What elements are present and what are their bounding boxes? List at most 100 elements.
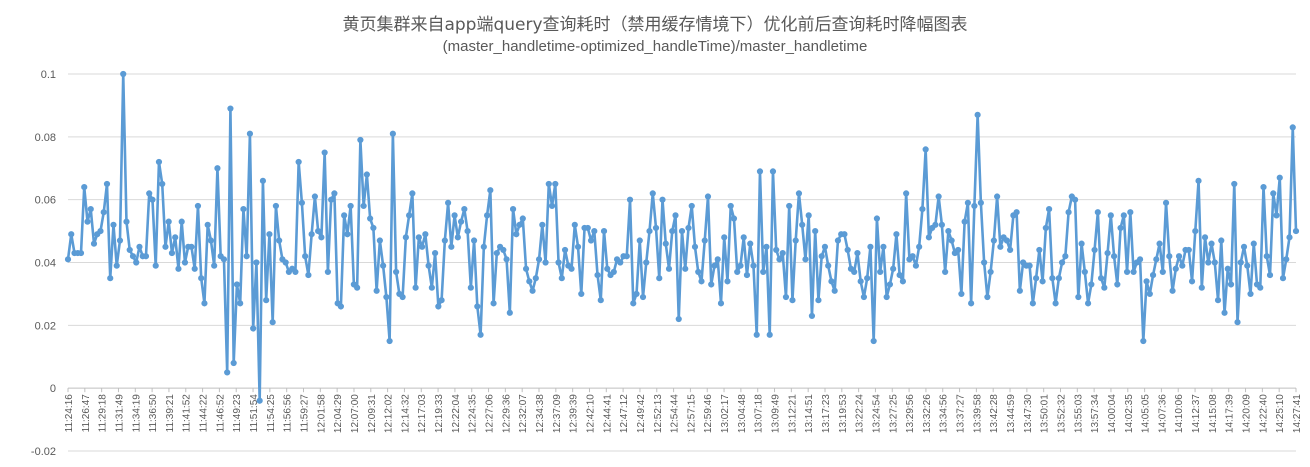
x-tick-label: 11:41:52: [182, 394, 193, 433]
data-point: [295, 158, 302, 166]
data-point: [142, 253, 150, 260]
data-point: [997, 243, 1004, 250]
y-tick-label: 0.04: [35, 258, 56, 270]
x-tick-label: 12:14:32: [400, 394, 411, 433]
data-point: [220, 256, 228, 263]
x-tick-label: 11:39:21: [165, 394, 176, 433]
data-point: [724, 278, 731, 285]
data-point: [867, 243, 874, 250]
data-point: [77, 249, 85, 257]
data-point: [532, 275, 539, 282]
x-tick-label: 12:57:15: [686, 394, 697, 433]
data-point: [714, 256, 721, 263]
data-point: [626, 196, 634, 203]
data-point: [292, 268, 299, 276]
data-point: [688, 202, 695, 210]
data-point: [194, 202, 202, 210]
data-point: [776, 256, 783, 263]
data-point: [1250, 240, 1257, 247]
data-point: [464, 227, 471, 235]
x-tick-label: 11:51:54: [249, 394, 260, 433]
x-tick-label: 12:52:13: [653, 394, 664, 433]
data-point: [1153, 256, 1160, 263]
data-point: [594, 271, 601, 279]
data-point: [870, 337, 877, 345]
data-point: [159, 180, 166, 188]
data-point: [1003, 237, 1010, 244]
data-point: [766, 331, 773, 338]
data-point: [409, 190, 416, 197]
data-point: [552, 180, 559, 188]
data-point: [188, 243, 195, 250]
data-point: [685, 224, 692, 232]
data-point: [558, 275, 565, 282]
data-point: [266, 231, 273, 238]
x-tick-label: 14:22:40: [1258, 394, 1269, 433]
data-point: [834, 237, 842, 244]
data-point: [890, 265, 897, 272]
data-point: [964, 199, 971, 206]
data-point: [1081, 268, 1088, 276]
x-tick-label: 13:39:58: [972, 394, 983, 433]
data-point: [860, 293, 868, 301]
data-point: [737, 262, 744, 269]
data-point: [354, 284, 361, 291]
data-point: [639, 293, 647, 301]
data-point: [769, 168, 777, 175]
data-point: [402, 234, 409, 241]
data-point: [779, 249, 786, 257]
data-point: [383, 293, 390, 301]
x-tick-label: 13:07:18: [754, 394, 765, 433]
data-point: [1289, 124, 1296, 131]
data-point: [1101, 284, 1108, 291]
data-point: [760, 268, 767, 276]
data-point: [1114, 281, 1121, 288]
data-point: [623, 253, 630, 260]
data-point: [367, 215, 374, 222]
data-point: [1166, 253, 1173, 260]
x-tick-label: 13:24:54: [871, 394, 882, 433]
data-point: [1231, 180, 1238, 188]
x-tick-label: 12:59:46: [703, 394, 714, 433]
data-point: [1214, 297, 1222, 304]
data-point: [438, 297, 445, 304]
x-tick-label: 12:22:04: [451, 394, 462, 433]
data-point: [373, 287, 380, 294]
data-point: [136, 243, 143, 250]
data-point: [958, 290, 965, 298]
data-point: [461, 205, 468, 213]
x-tick-label: 12:29:36: [501, 394, 512, 433]
data-point: [133, 259, 140, 266]
data-point: [1159, 268, 1166, 276]
data-point: [831, 287, 838, 294]
x-tick-label: 13:44:59: [1006, 394, 1017, 433]
data-point: [454, 234, 461, 241]
x-tick-label: 13:27:25: [888, 394, 899, 433]
x-tick-label: 13:57:34: [1090, 394, 1101, 433]
data-point: [448, 243, 455, 250]
data-point: [604, 265, 611, 272]
data-point: [672, 212, 679, 219]
data-point: [916, 243, 923, 250]
data-point: [617, 259, 624, 266]
data-point: [698, 278, 705, 285]
data-point: [1094, 209, 1101, 216]
data-point: [509, 205, 517, 213]
data-point: [805, 212, 812, 219]
data-point: [747, 240, 754, 247]
data-point: [129, 253, 137, 260]
data-point: [152, 262, 159, 269]
x-tick-label: 11:24:16: [64, 394, 75, 433]
x-axis: [67, 387, 1297, 393]
data-point: [1270, 190, 1277, 197]
data-point: [981, 259, 988, 266]
chart-title: 黄页集群来自app端query查询耗时（禁用缓存情境下）优化前后查询耗时降幅图表: [342, 15, 968, 35]
data-point: [682, 265, 689, 272]
data-point: [708, 281, 715, 288]
data-point: [146, 190, 153, 197]
data-point: [97, 227, 104, 235]
data-point: [584, 224, 591, 232]
data-point: [734, 268, 741, 276]
x-tick-label: 14:05:05: [1141, 394, 1152, 433]
data-point: [636, 237, 643, 244]
